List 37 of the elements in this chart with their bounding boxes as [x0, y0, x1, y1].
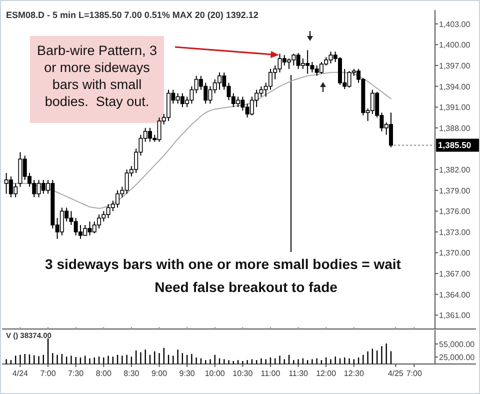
x-tick-label: 10:30 — [232, 369, 254, 378]
y-tick-label: 1,391.00 — [439, 103, 471, 112]
x-tick-label: 7:30 — [68, 369, 84, 378]
y-tick-label: 1,388.00 — [439, 124, 471, 133]
x-tick-label: 9:30 — [179, 369, 196, 378]
x-tick-label: 9:00 — [151, 369, 168, 378]
y-tick-label: 1,403.00 — [439, 20, 471, 29]
annotation: 3 sideways bars with one or more small bodies = wait — [45, 256, 402, 272]
y-tick-label: 1,367.00 — [439, 270, 471, 279]
x-tick-label: 11:00 — [260, 369, 281, 378]
x-tick-label: 12:30 — [344, 369, 364, 378]
candlestick — [388, 112, 393, 148]
x-tick-label: 4/25 — [388, 369, 404, 378]
ref-line-label: 1,385.50 — [438, 140, 472, 150]
y-tick-label: 1,382.00 — [439, 166, 471, 174]
x-tick-label: 7:00 — [406, 369, 422, 378]
y-tick-label: 1,376.00 — [439, 207, 471, 216]
x-tick-label: 10:00 — [204, 369, 226, 378]
annotation: Barb-wire Pattern, 3 or more sideways bars with small bodies. Stay out. — [36, 43, 158, 109]
x-tick-label: 4/24 — [12, 369, 29, 378]
y-tick-label: 1,379.00 — [439, 186, 471, 196]
x-tick-label: 12:00 — [316, 369, 337, 378]
annotation: Need false breakout to fade — [154, 279, 338, 295]
y-tick-label: 1,397.00 — [439, 61, 471, 70]
y-tick-label: 1,370.00 — [439, 248, 471, 258]
y-tick-label: 1,400.00 — [439, 40, 471, 50]
chart-title: ESM08.D - 5 min L=1385.50 7.00 0.51% MAX 20 (20) 1392.12 — [6, 10, 258, 20]
x-tick-label: 8:00 — [96, 369, 112, 378]
y-tick-label: 55,000.00 — [439, 340, 476, 349]
y-tick-label: 1,394.00 — [439, 82, 471, 92]
y-tick-label: 1,361.00 — [439, 311, 471, 320]
y-tick-label: 1,373.00 — [439, 228, 471, 237]
x-tick-label: 11:30 — [288, 369, 309, 378]
y-tick-label: 1,364.00 — [439, 290, 471, 300]
x-tick-label: 8:30 — [124, 369, 140, 378]
x-tick-label: 7:00 — [40, 369, 56, 378]
y-tick-label: 25,000.00 — [439, 353, 476, 362]
